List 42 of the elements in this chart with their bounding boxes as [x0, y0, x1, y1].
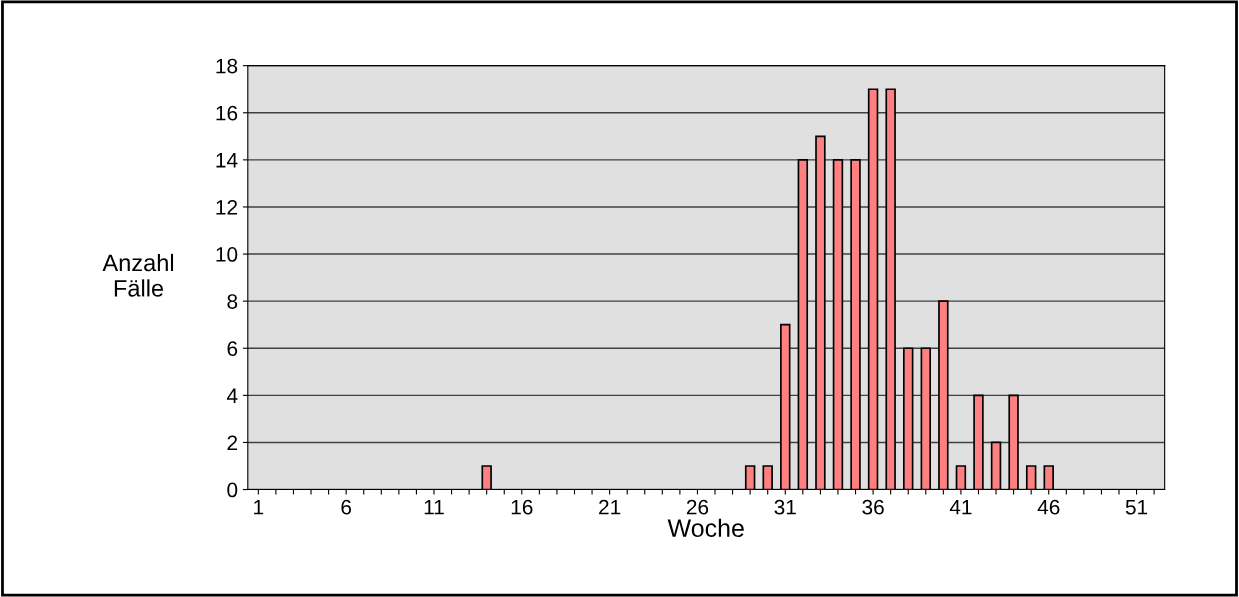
y-tick-label: 8: [227, 294, 238, 309]
y-tick-label: 14: [216, 153, 238, 168]
x-tick-label: 36: [862, 499, 884, 515]
x-tick-label: 51: [1125, 500, 1148, 515]
x-tick-label: 16: [511, 499, 533, 515]
bar: [850, 159, 861, 490]
x-tick-label: 26: [686, 499, 709, 515]
bar: [481, 465, 492, 490]
y-tick-label: 6: [227, 341, 238, 356]
bar: [762, 465, 773, 490]
bar: [832, 159, 844, 490]
y-tick-label: 16: [216, 105, 238, 121]
bar: [938, 300, 949, 490]
y-tick-label: 10: [216, 247, 238, 262]
x-tick-label: 11: [424, 500, 444, 515]
x-tick-label: 31: [774, 499, 796, 515]
y-tick-label: 4: [226, 388, 238, 403]
bar: [902, 347, 914, 490]
x-tick-label: 1: [254, 500, 264, 515]
bar: [744, 465, 756, 490]
bar: [955, 465, 967, 490]
x-tick-label: 41: [949, 500, 972, 515]
y-tick-label: 0: [227, 482, 238, 498]
bar: [1043, 465, 1054, 490]
x-tick-label: 46: [1037, 499, 1060, 515]
x-axis-title: Woche: [667, 518, 744, 538]
bar: [1025, 465, 1037, 490]
y-axis-title: Anzahl Fälle: [102, 253, 174, 297]
x-tick-label: 21: [599, 499, 621, 515]
bar: [920, 347, 932, 490]
bar: [1008, 394, 1019, 490]
bar: [780, 323, 791, 490]
bar: [885, 88, 896, 490]
bar: [797, 159, 809, 490]
y-tick-label: 12: [216, 199, 238, 215]
bar: [990, 441, 1002, 490]
bar: [973, 394, 984, 490]
x-tick-label: 6: [341, 499, 352, 515]
bar: [867, 88, 879, 490]
bar: [815, 135, 826, 490]
y-tick-label: 2: [227, 435, 238, 450]
y-tick-label: 18: [216, 58, 238, 74]
